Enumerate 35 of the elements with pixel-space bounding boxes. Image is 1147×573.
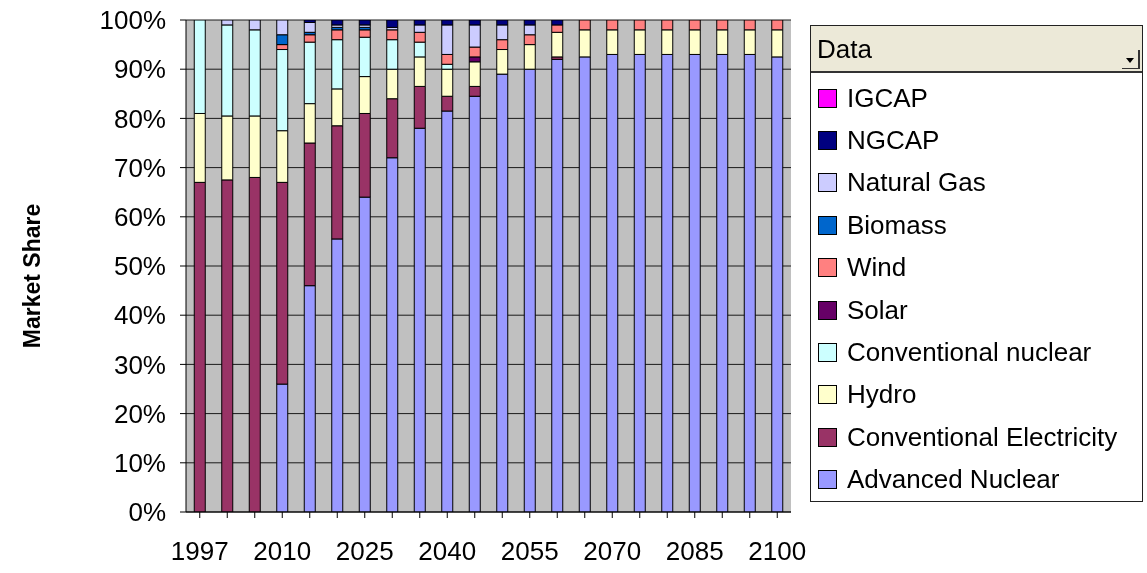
x-tick-label: 2025 [335, 536, 394, 567]
legend-label: IGCAP [847, 82, 928, 114]
y-tick-label: 50% [113, 251, 166, 282]
y-tick-label: 90% [113, 54, 166, 85]
bar [331, 20, 344, 26]
y-tick-label: 80% [113, 103, 166, 134]
y-tick-label: 40% [113, 300, 166, 331]
x-tick-label: 2070 [583, 536, 642, 567]
y-tick-label: 100% [99, 5, 166, 36]
legend-title: Data [817, 34, 872, 64]
y-tick-label: 70% [113, 152, 166, 183]
x-tick-label: 1997 [170, 536, 229, 567]
legend-label: Conventional Electricity [847, 421, 1118, 453]
legend-label: Advanced Nuclear [847, 464, 1060, 496]
legend-label: Natural Gas [847, 167, 986, 199]
bar [386, 20, 399, 28]
x-tick-label: 2010 [253, 536, 312, 567]
legend-label: Conventional nuclear [847, 337, 1092, 369]
legend-label: Biomass [847, 209, 947, 241]
y-tick-label: 10% [113, 448, 166, 479]
y-tick-label: 0% [128, 497, 166, 528]
legend-label: Solar [847, 294, 908, 326]
legend-label: Hydro [847, 379, 917, 411]
bar [358, 20, 371, 26]
legend-label: NGCAP [847, 125, 940, 157]
x-tick-label: 2100 [748, 536, 807, 567]
x-tick-label: 2040 [418, 536, 477, 567]
y-tick-label: 30% [113, 349, 166, 380]
y-axis-title: Market Share [19, 203, 45, 349]
legend-label: Wind [847, 252, 907, 284]
x-tick-label: 2085 [665, 536, 724, 567]
x-tick-label: 2055 [500, 536, 559, 567]
y-tick-label: 60% [113, 202, 166, 233]
y-tick-label: 20% [113, 398, 166, 429]
bar [303, 21, 316, 33]
